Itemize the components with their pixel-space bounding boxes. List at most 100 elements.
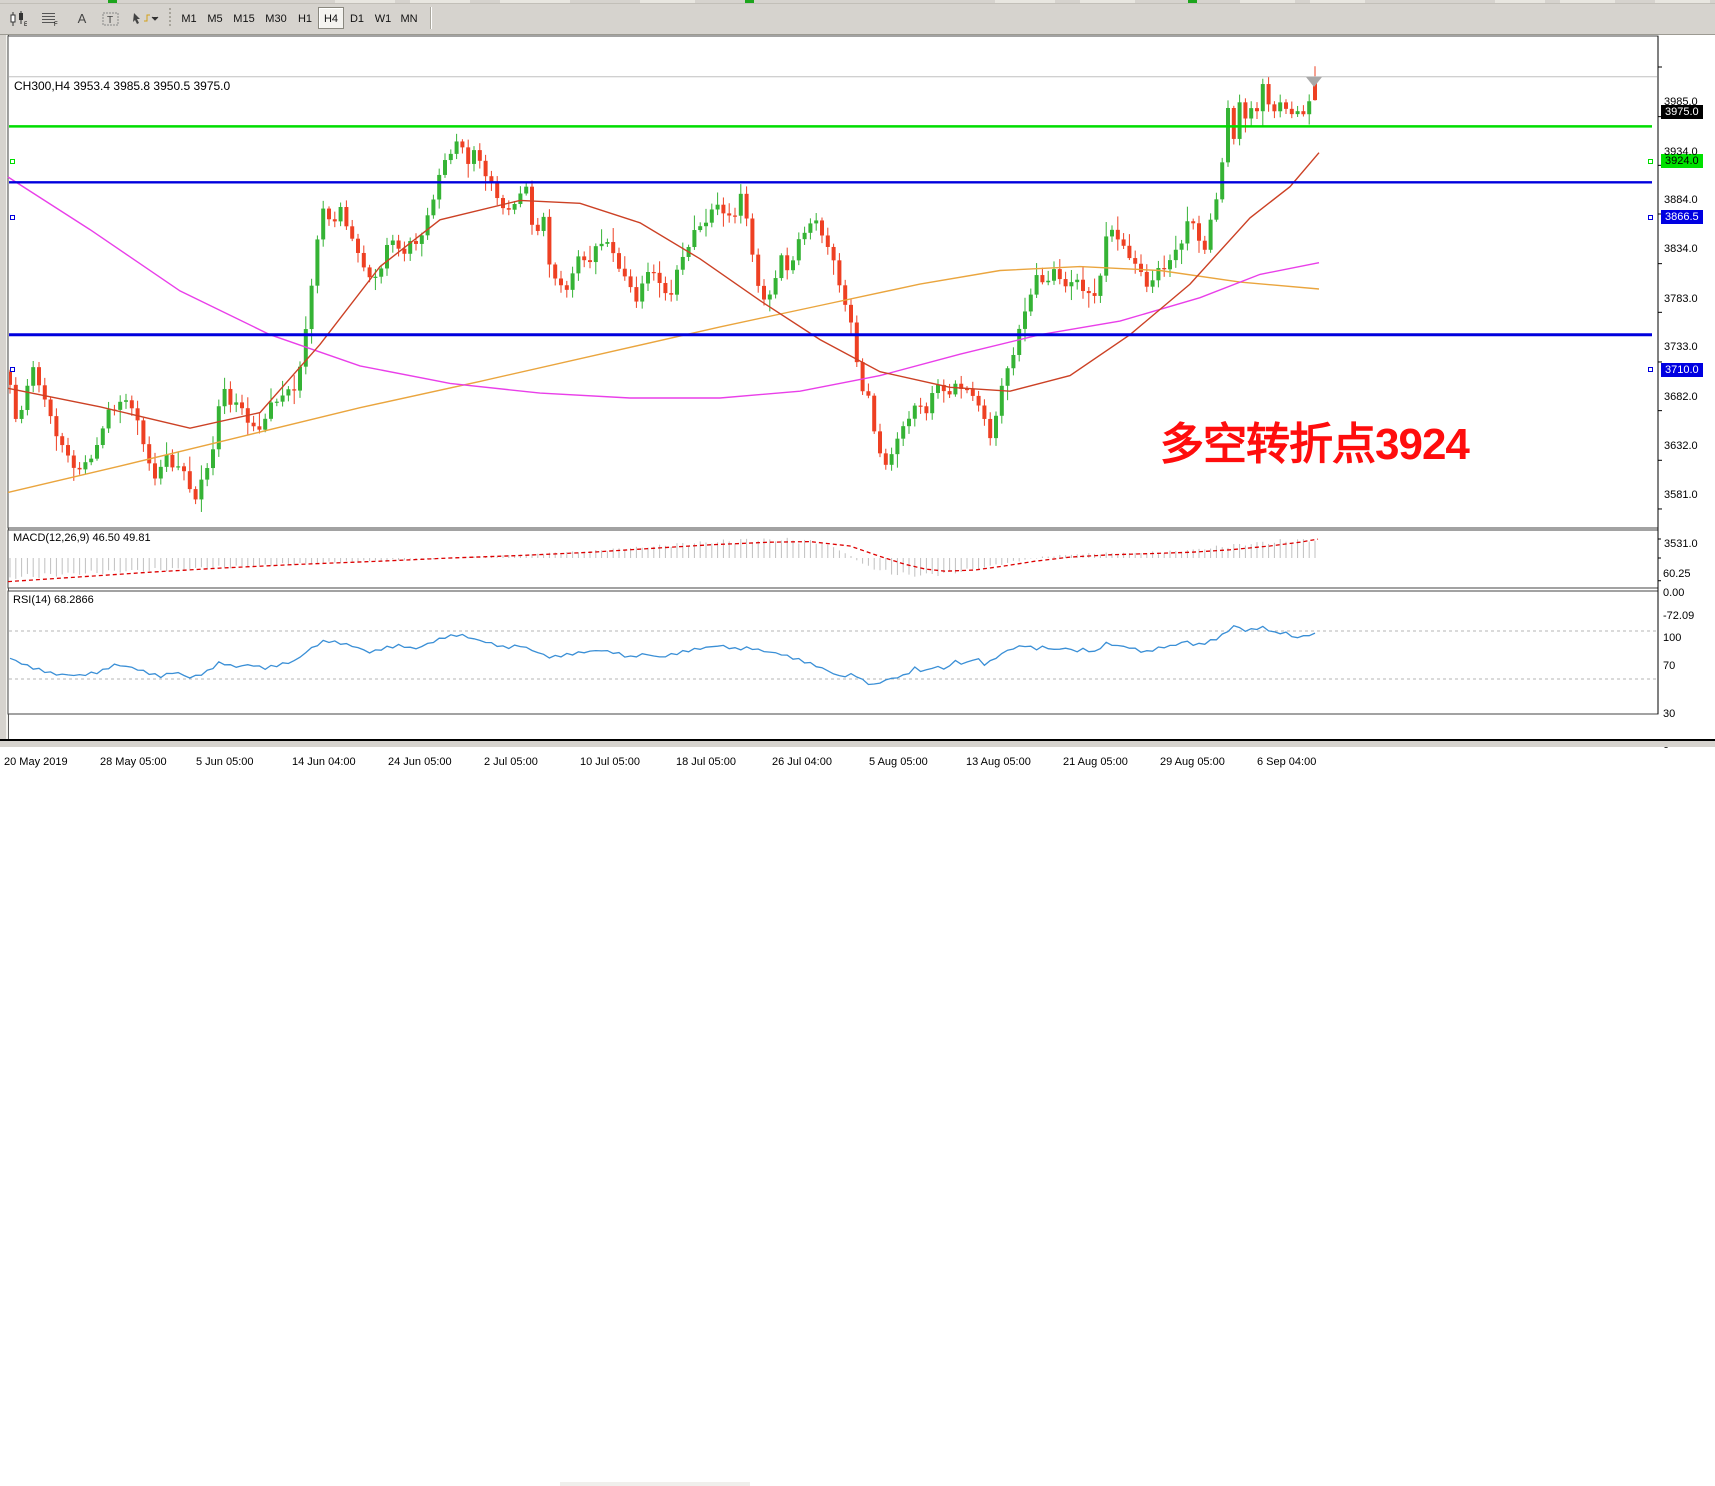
candlestick bbox=[564, 280, 569, 298]
toolbar-gripper[interactable] bbox=[169, 8, 172, 28]
grid-icon[interactable]: F bbox=[37, 7, 63, 29]
scrollbar-thumb[interactable] bbox=[560, 1482, 750, 1486]
time-label: 21 Aug 05:00 bbox=[1063, 756, 1128, 768]
macd-label: MACD(12,26,9) 46.50 49.81 bbox=[13, 532, 151, 544]
candlestick bbox=[176, 452, 181, 471]
arrow-down-marker[interactable] bbox=[1306, 77, 1322, 87]
chart-window[interactable]: CH300,H4 3953.4 3985.8 3950.5 3975.0 MAC… bbox=[0, 35, 1715, 768]
timeframe-button-H1[interactable]: H1 bbox=[297, 13, 313, 25]
hline-handle[interactable] bbox=[1648, 214, 1653, 220]
candlestick bbox=[512, 200, 517, 215]
clipped-toolbar-button bbox=[1655, 0, 1710, 3]
time-label: 29 Aug 05:00 bbox=[1160, 756, 1225, 768]
candlestick bbox=[164, 442, 169, 472]
timeframe-button-W1[interactable]: W1 bbox=[374, 13, 392, 25]
candlestick bbox=[779, 253, 784, 281]
candlestick bbox=[1092, 278, 1097, 304]
ma-orange-line bbox=[7, 265, 1320, 494]
candlestick bbox=[448, 149, 453, 165]
candlestick bbox=[704, 208, 708, 237]
hline-handle[interactable] bbox=[1648, 367, 1653, 373]
candlestick bbox=[936, 379, 940, 399]
timeframe-button-M30[interactable]: M30 bbox=[265, 13, 287, 25]
candlestick bbox=[1191, 218, 1196, 230]
candlestick bbox=[147, 436, 152, 471]
price-badge-3866.5: 3866.5 bbox=[1661, 210, 1703, 225]
status-bottom-bar bbox=[0, 739, 1715, 1486]
candlestick bbox=[350, 219, 355, 242]
timeframe-button-H4[interactable]: H4 bbox=[318, 7, 344, 29]
hline-handle[interactable] bbox=[10, 367, 15, 373]
macd-panel[interactable] bbox=[7, 529, 1659, 589]
candlestick bbox=[309, 278, 314, 344]
symbol-ohlc-line: CH300,H4 3953.4 3985.8 3950.5 3975.0 bbox=[14, 79, 231, 93]
candlestick bbox=[611, 228, 616, 262]
candlestick bbox=[1017, 324, 1022, 362]
time-label: 6 Sep 04:00 bbox=[1257, 756, 1317, 768]
timeframe-button-M5[interactable]: M5 bbox=[207, 13, 223, 25]
candlestick bbox=[918, 397, 923, 414]
chart-canvas[interactable] bbox=[0, 35, 1715, 745]
candlestick bbox=[762, 279, 766, 306]
candlestick bbox=[1237, 94, 1242, 146]
candlestick bbox=[37, 362, 41, 393]
candlestick bbox=[495, 176, 500, 206]
main-panel[interactable] bbox=[7, 35, 1659, 529]
cursor-arrange-icon[interactable] bbox=[127, 7, 163, 29]
candlestick bbox=[1121, 233, 1126, 249]
candlestick bbox=[77, 462, 82, 475]
candlestick bbox=[889, 447, 894, 471]
candlestick bbox=[924, 402, 929, 421]
candlestick bbox=[19, 405, 24, 424]
candlestick bbox=[588, 245, 592, 269]
candlestick bbox=[25, 379, 30, 416]
text-box-icon[interactable]: T bbox=[98, 7, 124, 29]
hline-handle[interactable] bbox=[1648, 158, 1653, 164]
timeframe-button-M15[interactable]: M15 bbox=[233, 13, 255, 25]
candlestick bbox=[321, 200, 326, 247]
timeframe-button-MN[interactable]: MN bbox=[400, 13, 418, 25]
clipped-toolbar-button bbox=[335, 0, 395, 3]
candlestick bbox=[1301, 105, 1306, 117]
candlestick bbox=[361, 245, 366, 272]
candlestick bbox=[31, 360, 36, 393]
candlestick bbox=[356, 233, 360, 263]
candlestick bbox=[785, 247, 790, 280]
rsi-tick-30: 30 bbox=[1663, 708, 1676, 720]
timeframe-button-D1[interactable]: D1 bbox=[349, 13, 365, 25]
hline-handle[interactable] bbox=[10, 214, 15, 220]
current-price-badge: 3975.0 bbox=[1661, 104, 1703, 119]
candlestick bbox=[617, 247, 621, 272]
candlestick bbox=[286, 386, 291, 402]
timeframe-button-M1[interactable]: M1 bbox=[181, 13, 197, 25]
candlestick bbox=[1086, 287, 1091, 308]
time-label: 28 May 05:00 bbox=[100, 756, 167, 768]
text-label-icon[interactable]: A bbox=[77, 11, 87, 26]
candlestick-chart-icon[interactable]: E bbox=[5, 7, 31, 29]
candlestick bbox=[837, 253, 842, 293]
candlestick bbox=[999, 378, 1004, 424]
candlestick bbox=[593, 243, 598, 275]
price-tick-3783.0: 3783.0 bbox=[1664, 292, 1698, 305]
candlestick bbox=[947, 383, 952, 398]
candlestick bbox=[199, 465, 204, 512]
candlestick bbox=[187, 456, 192, 493]
candlestick bbox=[437, 168, 442, 209]
candlestick bbox=[338, 202, 343, 227]
candlestick bbox=[657, 261, 662, 298]
candlestick bbox=[738, 184, 743, 224]
candlestick bbox=[1005, 366, 1010, 401]
candlestick bbox=[1127, 234, 1132, 261]
candlestick bbox=[95, 437, 99, 461]
candlestick bbox=[1295, 105, 1300, 117]
candlestick bbox=[849, 299, 853, 336]
candlestick bbox=[820, 217, 824, 244]
hline-handle[interactable] bbox=[10, 158, 15, 164]
candlestick bbox=[541, 212, 546, 237]
candlestick bbox=[402, 241, 407, 262]
rsi-panel[interactable] bbox=[7, 590, 1659, 715]
clipped-toolbar-button bbox=[1080, 0, 1135, 3]
candlestick bbox=[83, 455, 88, 474]
svg-text:F: F bbox=[54, 22, 58, 27]
ma-red-line bbox=[7, 152, 1320, 429]
